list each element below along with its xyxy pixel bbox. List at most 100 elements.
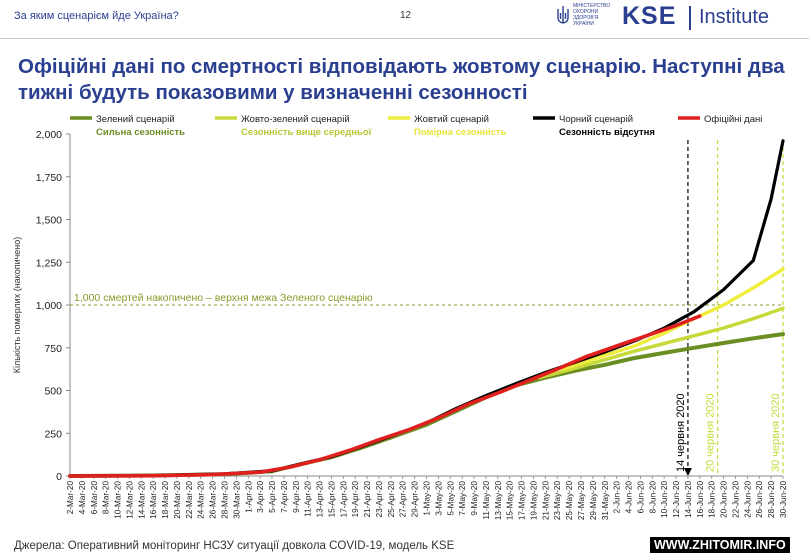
y-tick-label: 750 — [44, 343, 62, 355]
threshold-label: 1,000 смертей накопичено – верхня межа З… — [74, 292, 373, 304]
slide-headline: Офіційні дані по смертності відповідають… — [18, 55, 785, 104]
x-tick-label: 2-Mar-20 — [66, 481, 75, 515]
date-marker-label: 14 червня 2020 — [675, 393, 687, 472]
mortality-scenarios-chart: 0 250 500 750 1,000 1,250 1,500 1,750 2,000 Кільк… — [12, 114, 788, 521]
x-tick-label: 3-Apr-20 — [256, 481, 265, 513]
y-tick-label: 500 — [44, 386, 62, 398]
series-line — [68, 314, 702, 478]
x-tick-label: 6-Mar-20 — [90, 481, 99, 515]
x-tick-label: 8-Jun-20 — [648, 481, 657, 514]
x-tick-label: 8-Mar-20 — [102, 481, 111, 515]
legend-sublabel: Сезонність вище середньої — [241, 127, 372, 138]
x-tick-label: 22-Mar-20 — [185, 481, 194, 519]
x-tick-label: 27-May-20 — [577, 481, 586, 521]
kse-logo: KSE — [622, 2, 677, 30]
x-tick-label: 15-Apr-20 — [327, 481, 336, 518]
x-tick-label: 14-Mar-20 — [137, 481, 146, 519]
top-bar: За яким сценарієм йде Україна? 12 МІНІСТ… — [0, 0, 809, 34]
x-tick-label: 13-May-20 — [494, 481, 503, 521]
x-tick-label: 10-Mar-20 — [114, 481, 123, 519]
x-tick-label: 10-Jun-20 — [660, 481, 669, 518]
x-tick-label: 5-Apr-20 — [268, 481, 277, 513]
x-tick-label: 29-Apr-20 — [411, 481, 420, 518]
source-note: Джерела: Оперативний моніторинг НСЗУ сит… — [14, 540, 455, 552]
legend-label: Зелений сценарій — [96, 114, 175, 125]
y-tick-label: 1,750 — [36, 172, 62, 184]
x-tick-label: 9-May-20 — [470, 481, 479, 516]
legend-sublabel: Сильна сезонність — [96, 127, 185, 138]
header-divider — [0, 38, 809, 39]
x-tick-label: 17-May-20 — [518, 481, 527, 521]
x-tick-label: 9-Apr-20 — [292, 481, 301, 513]
legend-label: Жовтий сценарій — [414, 114, 489, 125]
legend-sublabel: Сезонність відсутня — [559, 127, 655, 138]
date-marker-label: 20 червня 2020 — [705, 393, 717, 472]
legend-sublabel: Помірна сезонність — [414, 127, 507, 138]
x-tick-label: 30-Jun-20 — [779, 481, 788, 518]
x-tick-label: 27-Apr-20 — [399, 481, 408, 518]
x-tick-label: 29-May-20 — [589, 481, 598, 521]
kse-logo-separator — [689, 6, 691, 30]
x-tick-label: 26-Mar-20 — [209, 481, 218, 519]
x-tick-label: 12-Mar-20 — [125, 481, 134, 519]
y-tick-label: 1,000 — [36, 300, 62, 312]
x-tick-label: 11-May-20 — [482, 481, 491, 520]
x-tick-label: 28-Mar-20 — [220, 481, 229, 519]
page-number: 12 — [400, 10, 412, 21]
y-tick-label: 2,000 — [36, 129, 62, 141]
date-marker-arrow — [683, 468, 692, 476]
x-tick-label: 24-Mar-20 — [197, 481, 206, 519]
y-tick-label: 250 — [44, 428, 62, 440]
kse-institute-label: Institute — [699, 6, 770, 28]
y-tick-label: 1,500 — [36, 215, 62, 227]
x-tick-label: 22-Jun-20 — [731, 481, 740, 518]
x-tick-label: 25-Apr-20 — [387, 481, 396, 518]
x-tick-label: 14-Jun-20 — [684, 481, 693, 518]
x-tick-label: 19-Apr-20 — [351, 481, 360, 518]
x-tick-label: 4-Jun-20 — [625, 481, 634, 514]
x-tick-label: 16-Mar-20 — [149, 481, 158, 519]
x-tick-label: 24-Jun-20 — [743, 481, 752, 518]
ministry-logo: МІНІСТЕРСТВО ОХОРОНИ ЗДОРОВ'Я УКРАЇНИ — [556, 3, 611, 37]
legend-label: Жовто-зелений сценарій — [241, 114, 350, 125]
x-tick-label: 11-Apr-20 — [304, 481, 313, 517]
x-tick-label: 21-Apr-20 — [363, 481, 372, 518]
y-tick-label: 1,250 — [36, 257, 62, 269]
x-tick-label: 26-Jun-20 — [755, 481, 764, 518]
x-tick-label: 1-May-20 — [423, 481, 432, 516]
y-axis-label: Кількість померлих (накопичено) — [12, 237, 22, 374]
legend-label: Чорний сценарій — [559, 114, 633, 125]
x-tick-label: 7-Apr-20 — [280, 481, 289, 513]
watermark: WWW.ZHITOMIR.INFO — [650, 537, 790, 553]
x-tick-label: 4-Mar-20 — [78, 481, 87, 515]
x-tick-label: 20-Mar-20 — [173, 481, 182, 519]
x-tick-label: 23-Apr-20 — [375, 481, 384, 518]
x-tick-label: 3-May-20 — [434, 481, 443, 516]
x-tick-label: 2-Jun-20 — [613, 481, 622, 514]
x-tick-label: 21-May-20 — [541, 481, 550, 521]
x-tick-label: 18-Jun-20 — [708, 481, 717, 518]
y-tick-label: 0 — [56, 471, 62, 483]
date-marker-label: 30 червня 2020 — [770, 393, 782, 472]
x-tick-label: 16-Jun-20 — [696, 481, 705, 518]
x-tick-label: 28-Jun-20 — [767, 481, 776, 518]
x-tick-label: 12-Jun-20 — [672, 481, 681, 518]
x-tick-label: 18-Mar-20 — [161, 481, 170, 519]
x-tick-label: 13-Apr-20 — [316, 481, 325, 518]
x-tick-label: 7-May-20 — [458, 481, 467, 516]
x-tick-label: 23-May-20 — [553, 481, 562, 521]
x-tick-label: 6-Jun-20 — [636, 481, 645, 514]
series-line — [537, 306, 785, 380]
ministry-logo-text: МІНІСТЕРСТВО ОХОРОНИ ЗДОРОВ'Я УКРАЇНИ — [573, 3, 611, 27]
x-tick-label: 25-May-20 — [565, 481, 574, 521]
x-tick-label: 17-Apr-20 — [339, 481, 348, 518]
legend-label: Офіційні дані — [704, 114, 762, 125]
x-tick-label: 19-May-20 — [529, 481, 538, 521]
x-tick-label: 30-Mar-20 — [232, 481, 241, 519]
x-tick-label: 15-May-20 — [506, 481, 515, 521]
trident-emblem-icon — [557, 6, 569, 24]
x-tick-label: 1-Apr-20 — [244, 481, 253, 513]
x-tick-label: 20-Jun-20 — [720, 481, 729, 518]
x-tick-label: 31-May-20 — [601, 481, 610, 521]
section-title: За яким сценарієм йде Україна? — [14, 10, 179, 22]
